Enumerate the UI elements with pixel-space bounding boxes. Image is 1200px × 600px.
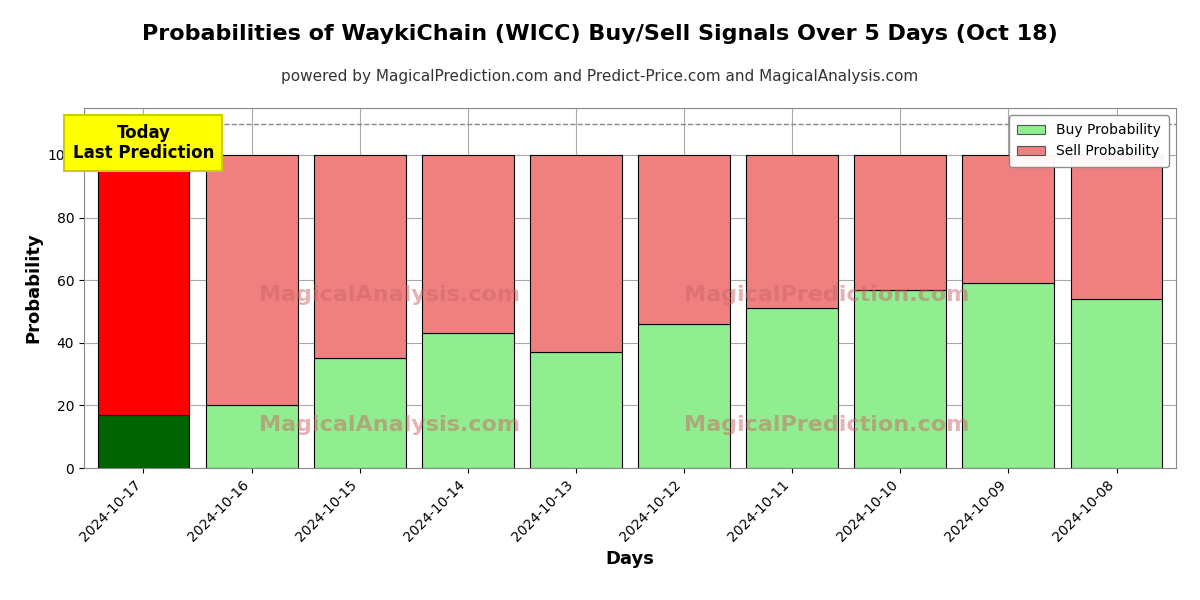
Bar	[638, 324, 730, 468]
Text: MagicalAnalysis.com: MagicalAnalysis.com	[259, 285, 521, 305]
Bar	[1070, 299, 1163, 468]
Bar	[638, 155, 730, 324]
Legend: Buy Probability, Sell Probability: Buy Probability, Sell Probability	[1009, 115, 1169, 167]
Bar	[962, 283, 1055, 468]
Bar	[530, 352, 622, 468]
Bar	[313, 358, 406, 468]
Text: MagicalPrediction.com: MagicalPrediction.com	[684, 285, 970, 305]
Bar	[422, 334, 514, 468]
Bar	[205, 406, 298, 468]
Text: MagicalPrediction.com: MagicalPrediction.com	[684, 415, 970, 435]
Bar	[313, 155, 406, 358]
Bar	[746, 308, 838, 468]
Text: powered by MagicalPrediction.com and Predict-Price.com and MagicalAnalysis.com: powered by MagicalPrediction.com and Pre…	[281, 69, 919, 84]
Text: Probabilities of WaykiChain (WICC) Buy/Sell Signals Over 5 Days (Oct 18): Probabilities of WaykiChain (WICC) Buy/S…	[142, 24, 1058, 44]
Bar	[962, 155, 1055, 283]
Bar	[97, 155, 190, 415]
Bar	[854, 290, 947, 468]
Text: Today
Last Prediction: Today Last Prediction	[73, 124, 214, 163]
Text: MagicalAnalysis.com: MagicalAnalysis.com	[259, 415, 521, 435]
Bar	[854, 155, 947, 290]
Bar	[422, 155, 514, 334]
Bar	[530, 155, 622, 352]
Bar	[97, 415, 190, 468]
X-axis label: Days: Days	[606, 550, 654, 568]
Bar	[1070, 155, 1163, 299]
Y-axis label: Probability: Probability	[24, 233, 42, 343]
Bar	[205, 155, 298, 406]
Bar	[746, 155, 838, 308]
